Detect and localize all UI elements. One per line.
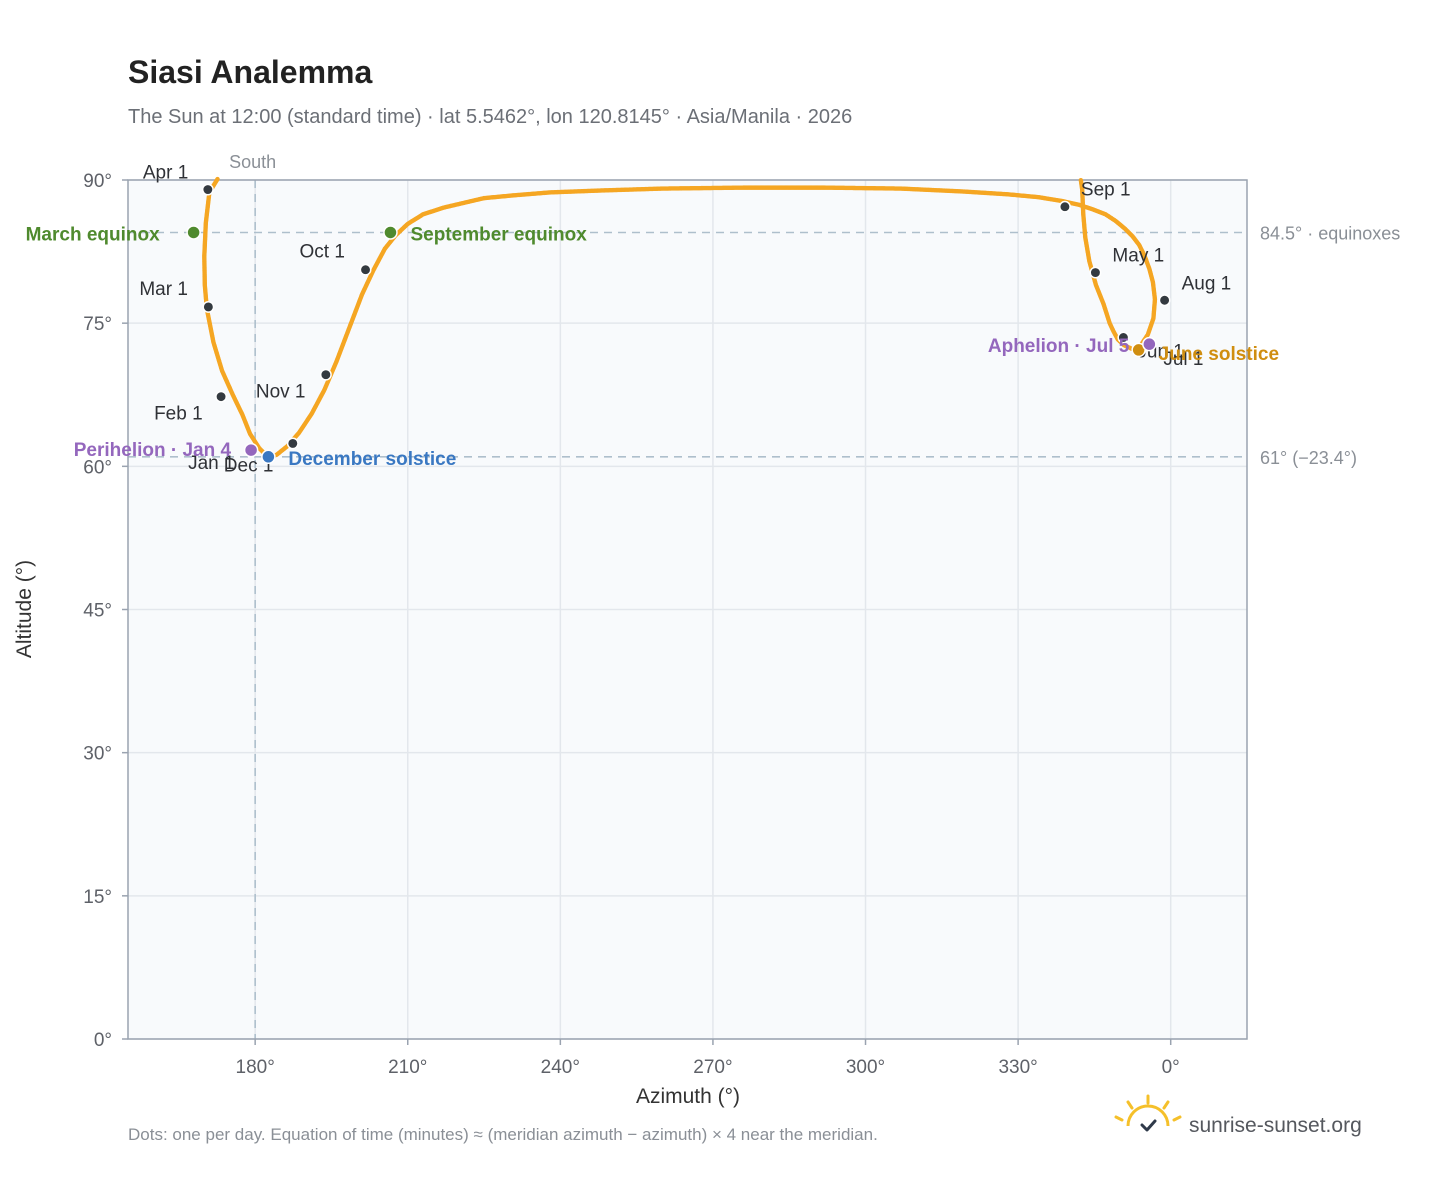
event-label: September equinox [410, 224, 587, 245]
x-tick-label: 180° [236, 1057, 275, 1078]
y-tick-label: 0° [94, 1030, 112, 1051]
month-marker [319, 368, 332, 381]
x-tick-label: 330° [998, 1057, 1037, 1078]
event-label: December solstice [288, 449, 456, 470]
month-marker [1058, 200, 1071, 213]
x-tick-label: 210° [388, 1057, 427, 1078]
month-label: Sep 1 [1081, 180, 1131, 201]
month-label: Feb 1 [154, 404, 203, 425]
y-tick-label: 75° [83, 314, 112, 335]
reference-lines: 84.5° · equinoxes 61° (−23.4°) South [128, 152, 1400, 1039]
month-marker [1089, 266, 1102, 279]
month-marker [215, 390, 228, 403]
x-tick-label: 0° [1162, 1057, 1180, 1078]
month-label: Nov 1 [256, 382, 306, 403]
chart-subtitle: The Sun at 12:00 (standard time) · lat 5… [128, 106, 852, 128]
x-axis-title: Azimuth (°) [636, 1085, 740, 1108]
month-label: Aug 1 [1182, 273, 1232, 294]
brand-link[interactable]: sunrise-sunset.org [1189, 1114, 1362, 1137]
month-marker [286, 437, 299, 450]
event-label: Perihelion · Jan 4 [74, 440, 232, 461]
month-marker [1117, 331, 1130, 344]
month-label: Dec 1 [224, 455, 274, 476]
event-marker [1142, 336, 1157, 352]
event-marker [261, 449, 276, 465]
event-marker [186, 225, 201, 240]
month-marker [1158, 294, 1171, 307]
month-label: Apr 1 [143, 163, 188, 184]
month-marker [202, 300, 215, 313]
x-tick-label: 270° [693, 1057, 732, 1078]
meridian-label: South [229, 152, 276, 172]
y-tick-label: 60° [83, 457, 112, 478]
x-tick-label: 240° [541, 1057, 580, 1078]
month-label: Jul 1 [1163, 349, 1203, 370]
event-label: Aphelion · Jul 5 [988, 336, 1130, 357]
event-label: March equinox [26, 224, 161, 245]
event-label: June solstice [1159, 344, 1279, 365]
y-tick-label: 15° [83, 887, 112, 908]
y-tick-label: 90° [83, 171, 112, 192]
month-label: Mar 1 [139, 279, 188, 300]
sun-logo-icon[interactable] [1114, 1094, 1182, 1132]
reference-line-label: 61° (−23.4°) [1260, 448, 1357, 468]
axis-ticks: 180° 210° 240° 270° 300° 330° 0° 0° 15° 30° 45° 60°… [83, 171, 1180, 1078]
month-marker [201, 183, 214, 196]
y-tick-label: 30° [83, 744, 112, 765]
footnote: Dots: one per day. Equation of time (min… [128, 1125, 878, 1144]
y-axis-title: Altitude (°) [13, 560, 36, 658]
reference-line-label: 84.5° · equinoxes [1260, 223, 1400, 243]
analemma-dot [1078, 178, 1084, 183]
x-tick-label: 300° [846, 1057, 885, 1078]
event-markers: March equinox September equinox December s… [26, 224, 1279, 469]
y-tick-label: 45° [83, 601, 112, 622]
event-marker [383, 225, 398, 240]
chart-title: Siasi Analemma [128, 54, 372, 90]
month-marker [359, 263, 372, 276]
month-label: May 1 [1112, 246, 1164, 267]
event-marker [243, 442, 259, 458]
month-label: Oct 1 [300, 242, 345, 263]
month-label: Jan 1 [188, 453, 234, 474]
